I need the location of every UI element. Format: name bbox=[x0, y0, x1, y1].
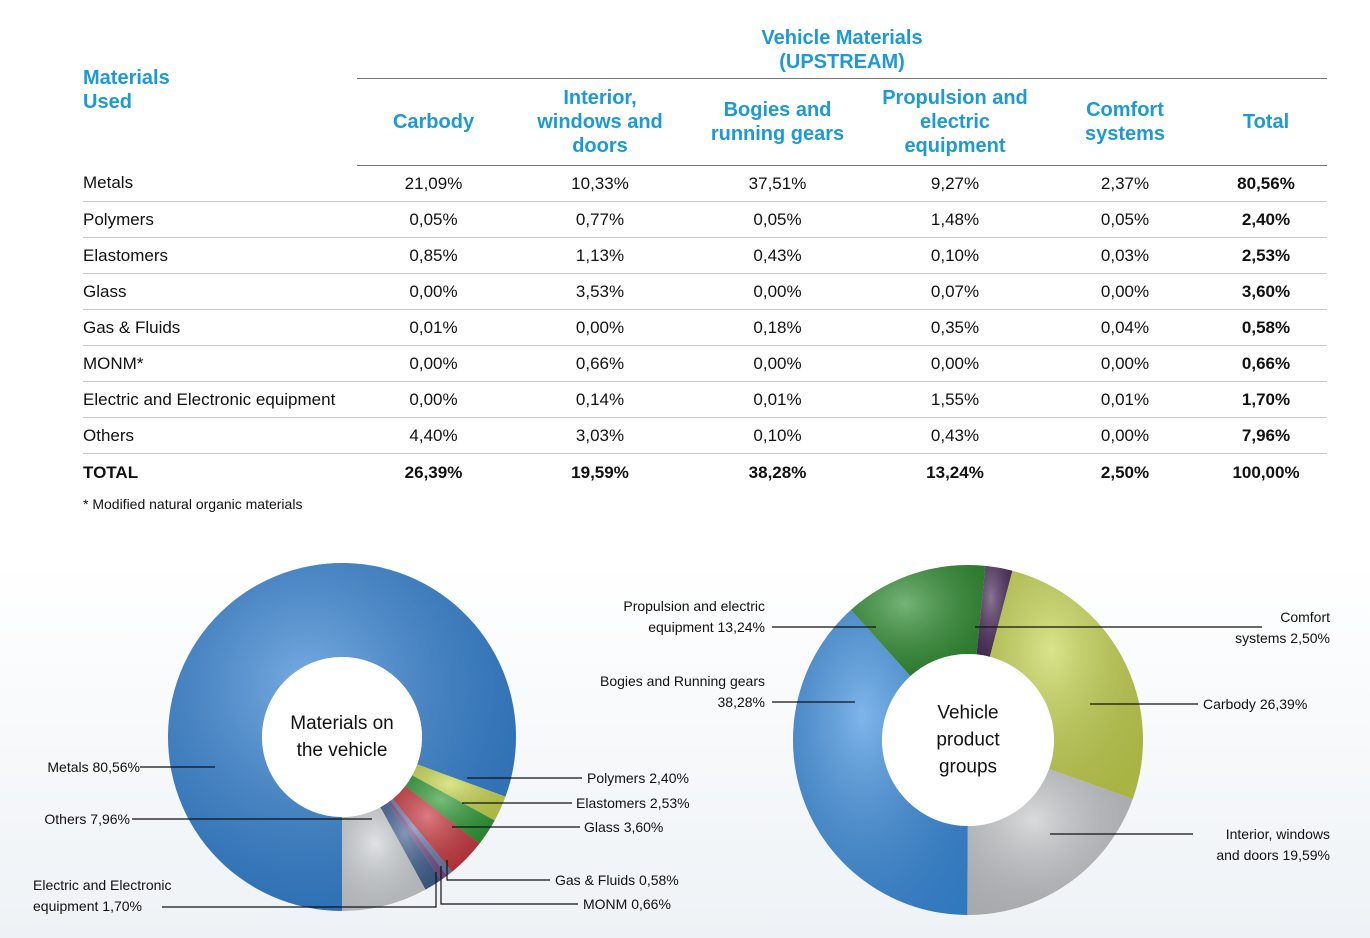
slice-value: 26,39% bbox=[1260, 696, 1307, 712]
slice-value: 38,28% bbox=[718, 694, 765, 710]
slice-value: 13,24% bbox=[718, 619, 765, 635]
slice-label: Interior, windows and doors 19,59% bbox=[1208, 824, 1330, 866]
slice-value: 19,59% bbox=[1283, 847, 1330, 863]
slice-category: Others bbox=[44, 811, 86, 827]
slice-category: Bogies and Running gears bbox=[600, 673, 765, 689]
center-label: Materials on the vehicle bbox=[287, 710, 397, 764]
slice-value: 3,60% bbox=[624, 819, 664, 835]
slice-category: Polymers bbox=[587, 770, 645, 786]
slice-label: Propulsion and electric equipment 13,24% bbox=[605, 596, 765, 638]
slice-category: Metals bbox=[47, 759, 88, 775]
slice-label: Glass 3,60% bbox=[584, 817, 744, 838]
center-label: Vehicle product groups bbox=[913, 700, 1023, 781]
slice-value: 2,50% bbox=[1290, 630, 1330, 646]
slice-label: Metals 80,56% bbox=[0, 757, 140, 778]
slice-category: Glass bbox=[584, 819, 620, 835]
slice-category: Carbody bbox=[1203, 696, 1256, 712]
slice-value: 1,70% bbox=[102, 898, 142, 914]
slice-label: Gas & Fluids 0,58% bbox=[555, 870, 715, 891]
slice-value: 80,56% bbox=[93, 759, 140, 775]
slice-label: Bogies and Running gears 38,28% bbox=[595, 671, 765, 713]
slice-value: 0,58% bbox=[639, 872, 679, 888]
leader-line bbox=[447, 860, 550, 880]
slice-label: MONM 0,66% bbox=[583, 894, 743, 915]
slice-category: MONM bbox=[583, 896, 627, 912]
slice-label: Carbody 26,39% bbox=[1203, 694, 1343, 715]
slice-label: Elastomers 2,53% bbox=[576, 793, 736, 814]
slice-value: 2,40% bbox=[649, 770, 689, 786]
slice-value: 0,66% bbox=[631, 896, 671, 912]
slice-label: Electric and Electronic equipment 1,70% bbox=[33, 875, 191, 917]
slice-value: 2,53% bbox=[650, 795, 690, 811]
slice-label: Comfort systems 2,50% bbox=[1230, 607, 1330, 649]
slice-value: 7,96% bbox=[90, 811, 130, 827]
slice-category: Gas & Fluids bbox=[555, 872, 635, 888]
slice-label: Others 7,96% bbox=[0, 809, 130, 830]
page: Materials Used Vehicle Materials (UPSTRE… bbox=[0, 0, 1370, 938]
slice-category: Elastomers bbox=[576, 795, 646, 811]
slice-label: Polymers 2,40% bbox=[587, 768, 747, 789]
